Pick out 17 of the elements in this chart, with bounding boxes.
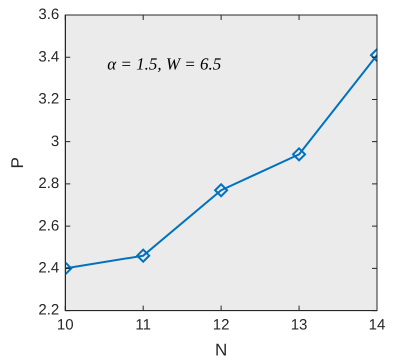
x-tick-label: 11 [135,316,151,334]
x-axis-title: N [214,340,228,360]
y-tick-label: 3.6 [38,6,60,24]
y-tick-label: 2.8 [38,175,60,192]
x-tick-label: 14 [368,316,386,334]
y-tick-label: 3.4 [38,48,60,66]
point [214,183,228,198]
x-tick-label: 13 [290,316,308,334]
y-tick-label: 2.2 [38,302,60,319]
x-tick-label: 10 [56,316,74,334]
y-tick-label: 3 [50,132,60,150]
x-tick-label: 12 [212,316,230,334]
y-tick-label: 3.2 [38,90,60,108]
annotation: α = 1.5, W = 6.5 [107,54,222,74]
y-axis-title: P [8,157,27,168]
y-tick-label: 2.6 [38,217,60,234]
y-tick-label: 2.4 [38,260,60,277]
